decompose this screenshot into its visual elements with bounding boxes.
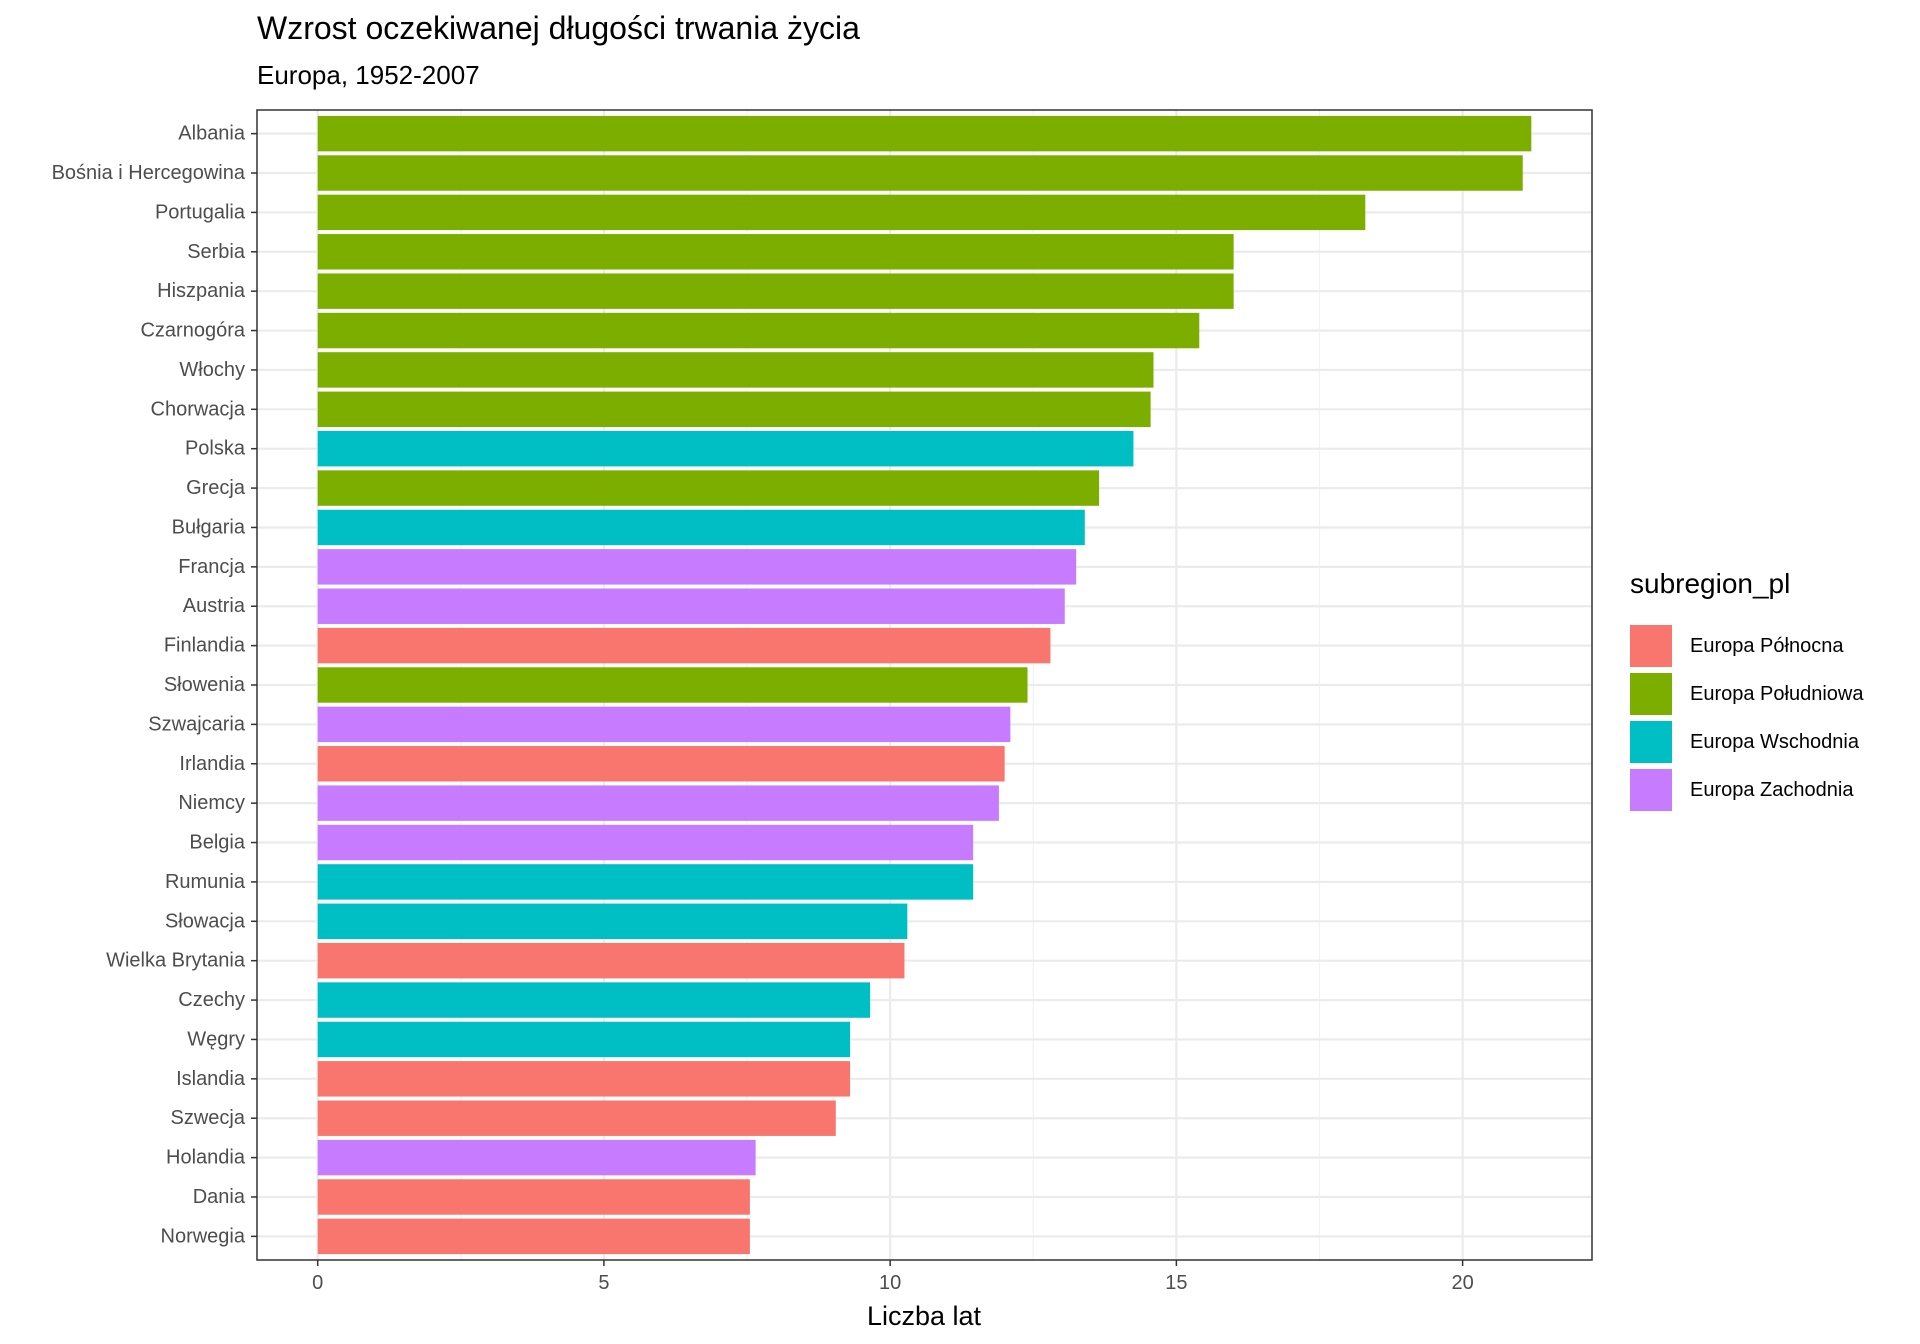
category-label: Finlandia bbox=[164, 635, 246, 657]
category-label: Norwegia bbox=[161, 1225, 246, 1247]
category-label: Grecja bbox=[186, 477, 246, 499]
category-label: Hiszpania bbox=[157, 280, 246, 302]
bar bbox=[317, 194, 1366, 231]
category-label: Czechy bbox=[178, 989, 245, 1011]
bar bbox=[317, 982, 871, 1018]
bar bbox=[317, 509, 1085, 546]
category-label: Rumunia bbox=[165, 871, 246, 893]
legend-label: Europa Południowa bbox=[1690, 682, 1864, 705]
category-label: Węgry bbox=[187, 1028, 245, 1050]
bar bbox=[317, 391, 1151, 428]
x-tick-label: 15 bbox=[1165, 1272, 1187, 1294]
bar bbox=[317, 903, 908, 940]
category-label: Belgia bbox=[189, 832, 245, 854]
category-label: Dania bbox=[193, 1186, 246, 1208]
category-label: Austria bbox=[183, 595, 246, 617]
category-label: Serbia bbox=[187, 241, 246, 263]
bar bbox=[317, 234, 1234, 270]
category-label: Albania bbox=[178, 123, 246, 145]
category-label: Wielka Brytania bbox=[106, 950, 246, 972]
x-tick-label: 5 bbox=[598, 1272, 609, 1294]
bar bbox=[317, 942, 905, 979]
bar bbox=[317, 352, 1154, 388]
legend-swatch bbox=[1630, 673, 1672, 715]
x-tick-label: 0 bbox=[312, 1272, 323, 1294]
legend: subregion_pl Europa Północna Europa Połu… bbox=[1630, 568, 1863, 814]
legend-label: Europa Wschodnia bbox=[1690, 730, 1859, 753]
category-label: Chorwacja bbox=[151, 398, 246, 420]
bar bbox=[317, 1218, 750, 1255]
legend-swatch bbox=[1630, 721, 1672, 763]
legend-label: Europa Zachodnia bbox=[1690, 778, 1854, 801]
bar bbox=[317, 824, 974, 861]
category-label: Szwecja bbox=[171, 1107, 246, 1129]
legend-title: subregion_pl bbox=[1630, 568, 1791, 599]
bar bbox=[317, 273, 1234, 309]
category-label: Holandia bbox=[166, 1147, 246, 1169]
bar bbox=[317, 470, 1100, 506]
chart-subtitle: Europa, 1952-2007 bbox=[257, 60, 480, 90]
category-label: Niemcy bbox=[178, 792, 245, 814]
legend-item: Europa Zachodnia bbox=[1630, 766, 1863, 814]
bar bbox=[317, 549, 1077, 585]
bar bbox=[317, 627, 1051, 664]
bar bbox=[317, 864, 974, 900]
bar bbox=[317, 746, 1005, 782]
category-labels: Albania Bośnia i Hercegowina Portugalia Ser… bbox=[52, 123, 257, 1247]
bar bbox=[317, 115, 1532, 152]
legend-label: Europa Północna bbox=[1690, 634, 1844, 657]
category-label: Francja bbox=[178, 556, 246, 578]
bar bbox=[317, 1021, 851, 1058]
bar bbox=[317, 1139, 756, 1176]
category-label: Portugalia bbox=[155, 201, 246, 223]
bar bbox=[317, 785, 999, 821]
category-label: Islandia bbox=[176, 1068, 246, 1090]
legend-item: Europa Północna bbox=[1630, 622, 1863, 670]
category-label: Czarnogóra bbox=[140, 320, 245, 342]
legend-swatch bbox=[1630, 625, 1672, 667]
category-label: Bośnia i Hercegowina bbox=[52, 162, 246, 184]
legend-item: Europa Południowa bbox=[1630, 670, 1863, 718]
bar bbox=[317, 155, 1523, 191]
bar bbox=[317, 1061, 851, 1097]
category-label: Słowenia bbox=[164, 674, 246, 696]
bars bbox=[317, 115, 1532, 1255]
legend-item: Europa Wschodnia bbox=[1630, 718, 1863, 766]
bar bbox=[317, 1179, 750, 1215]
category-label: Słowacja bbox=[165, 910, 246, 932]
bar bbox=[317, 1100, 836, 1136]
category-label: Szwajcaria bbox=[148, 713, 246, 735]
category-label: Irlandia bbox=[179, 753, 245, 775]
x-axis-title: Liczba lat bbox=[867, 1301, 982, 1331]
x-tick-label: 20 bbox=[1451, 1272, 1473, 1294]
bar bbox=[317, 312, 1200, 349]
legend-swatch bbox=[1630, 769, 1672, 811]
bar bbox=[317, 667, 1028, 703]
bar bbox=[317, 588, 1065, 624]
category-label: Włochy bbox=[179, 359, 245, 381]
bar bbox=[317, 430, 1134, 467]
category-label: Bułgaria bbox=[172, 516, 246, 538]
x-axis-ticks: 0 5 10 15 20 bbox=[312, 1260, 1474, 1294]
bar bbox=[317, 706, 1011, 743]
chart-title: Wzrost oczekiwanej długości trwania życi… bbox=[257, 10, 860, 46]
category-label: Polska bbox=[185, 438, 246, 460]
x-tick-label: 10 bbox=[879, 1272, 901, 1294]
